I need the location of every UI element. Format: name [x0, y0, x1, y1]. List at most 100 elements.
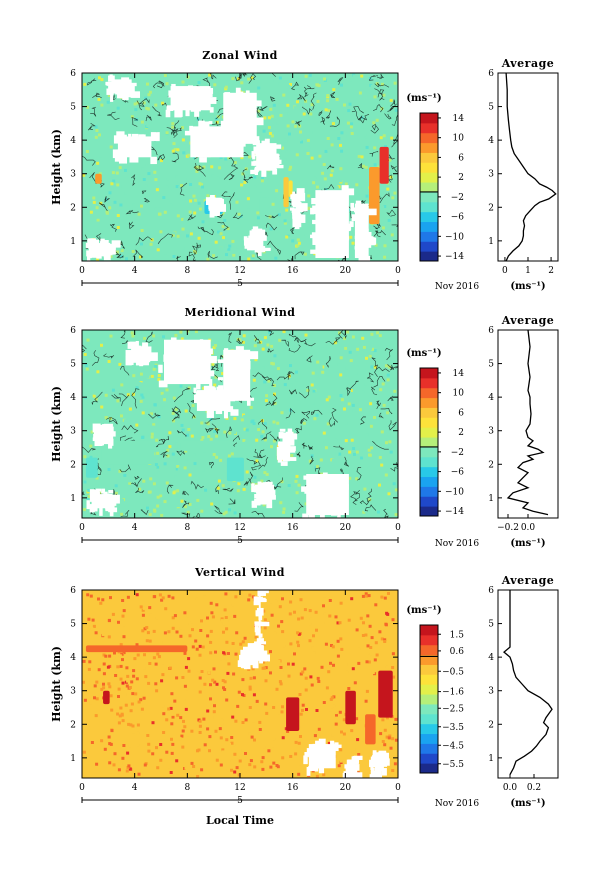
colorbar-tick-label: 10	[453, 134, 465, 144]
heatmap-feature-2	[180, 440, 234, 451]
x-tick-label: 0	[395, 523, 401, 533]
colorbar-tick-label: 14	[453, 369, 465, 379]
colorbar-segment	[420, 496, 438, 507]
date-label: Nov 2016	[435, 799, 479, 809]
colorbar-segment	[420, 466, 438, 478]
colorbar-segment	[420, 446, 438, 458]
date-day-label: 5	[237, 796, 243, 806]
x-tick-label: 4	[132, 783, 138, 793]
colorbar-segment	[420, 132, 438, 144]
no-data-region-5	[92, 423, 116, 449]
colorbar-segment	[420, 162, 438, 173]
colorbar-tick-label: −2	[451, 448, 464, 458]
heatmap-feature-2	[379, 146, 389, 184]
profile-y-tick-label: 1	[488, 494, 494, 504]
colorbar-segment	[420, 703, 438, 715]
no-data-region-7	[301, 472, 349, 521]
colorbar-tick-label: 14	[453, 114, 465, 124]
x-tick-label: 8	[184, 266, 190, 276]
x-tick-label: 20	[340, 783, 352, 793]
colorbar-segment	[420, 733, 438, 744]
profile-y-tick-label: 6	[488, 69, 494, 79]
no-data-region-8	[243, 226, 271, 257]
heatmap-feature-2	[286, 697, 300, 731]
no-data-region-1	[237, 641, 270, 670]
colorbar: 14 10 6 2 −2 −6 −10 −14 (ms⁻¹)	[406, 348, 464, 517]
no-data-region-4	[369, 750, 390, 782]
y-tick-label: 4	[70, 393, 76, 403]
profile-x-tick-label: 0.2	[527, 783, 541, 793]
colorbar-segment	[420, 201, 438, 213]
y-axis-label: Height (km)	[50, 129, 63, 205]
colorbar: 14 10 6 2 −2 −6 −10 −14 (ms⁻¹)	[406, 93, 464, 262]
no-data-region-4	[184, 120, 248, 163]
colorbar-tick-label: −1.6	[442, 688, 464, 698]
profile-x-label: (ms⁻¹)	[510, 281, 545, 292]
profile-y-tick-label: 5	[488, 103, 494, 113]
y-tick-label: 3	[70, 687, 76, 697]
no-data-region-11	[349, 200, 377, 265]
colorbar-segment	[420, 221, 438, 232]
profile-y-tick-label: 4	[488, 136, 494, 146]
no-data-region-0	[125, 341, 158, 367]
colorbar-segment	[420, 407, 438, 418]
colorbar-frame	[419, 112, 439, 262]
y-tick-label: 2	[70, 720, 76, 730]
colorbar-tick-label: 10	[453, 389, 465, 399]
x-tick-label: 16	[287, 266, 299, 276]
x-tick-label: 20	[340, 523, 352, 533]
date-label: Nov 2016	[435, 539, 479, 549]
y-tick-label: 6	[70, 69, 76, 79]
colorbar-segment	[420, 122, 438, 134]
colorbar-segment	[420, 476, 438, 487]
colorbar-frame	[419, 624, 439, 774]
x-tick-label: 0	[395, 783, 401, 793]
x-tick-label: 16	[287, 783, 299, 793]
profile-frame	[497, 589, 559, 779]
colorbar-segment	[420, 182, 438, 193]
colorbar-frame	[419, 367, 439, 517]
heatmap-feature-4	[378, 670, 393, 718]
profile-y-tick-label: 4	[488, 653, 494, 663]
colorbar-tick-label: 1.5	[450, 630, 465, 640]
colorbar-tick-label: 0.6	[450, 647, 465, 657]
colorbar-segment	[420, 251, 438, 262]
x-tick-label: 4	[132, 266, 138, 276]
colorbar-segment	[420, 456, 438, 468]
heatmap-feature-1	[283, 177, 289, 208]
heatmap-background	[82, 590, 398, 778]
y-tick-label: 1	[70, 237, 76, 247]
profile-panel: Average 1 2 3 4 5 6 0.0 0.2 (ms⁻¹)	[488, 574, 559, 809]
colorbar-tick-label: −6	[451, 468, 465, 478]
colorbar-tick-label: 6	[458, 408, 464, 418]
profile-title: Average	[501, 57, 555, 70]
colorbar-tick-label: −14	[445, 507, 464, 517]
heatmap-feature-1	[103, 690, 110, 705]
heatmap-feature-0	[85, 645, 188, 653]
x-tick-label: 8	[184, 783, 190, 793]
colorbar-segment	[420, 211, 438, 223]
colorbar-tick-label: −14	[445, 252, 464, 262]
colorbar-tick-label: 2	[458, 428, 464, 438]
colorbar-tick-label: −10	[445, 487, 464, 497]
colorbar-unit: (ms⁻¹)	[406, 93, 441, 104]
colorbar-segment	[420, 743, 438, 754]
y-tick-label: 1	[70, 754, 76, 764]
colorbar-segment	[420, 684, 438, 695]
colorbar-tick-label: −2	[451, 193, 464, 203]
profile-x-tick-label: 0.0	[521, 523, 536, 533]
y-tick-label: 4	[70, 136, 76, 146]
profile-line	[502, 590, 553, 775]
profile-frame	[497, 72, 559, 262]
heatmap-feature-3	[226, 457, 244, 482]
colorbar-tick-label: −6	[451, 213, 465, 223]
profile-y-tick-label: 2	[488, 203, 494, 213]
colorbar-segment	[420, 506, 438, 517]
x-tick-label: 8	[184, 523, 190, 533]
colorbar-tick-label: −2.5	[442, 704, 464, 714]
no-data-region-1	[158, 337, 217, 390]
colorbar-segment	[420, 377, 438, 389]
x-tick-label: 12	[234, 783, 245, 793]
colorbar-segment	[420, 654, 438, 665]
